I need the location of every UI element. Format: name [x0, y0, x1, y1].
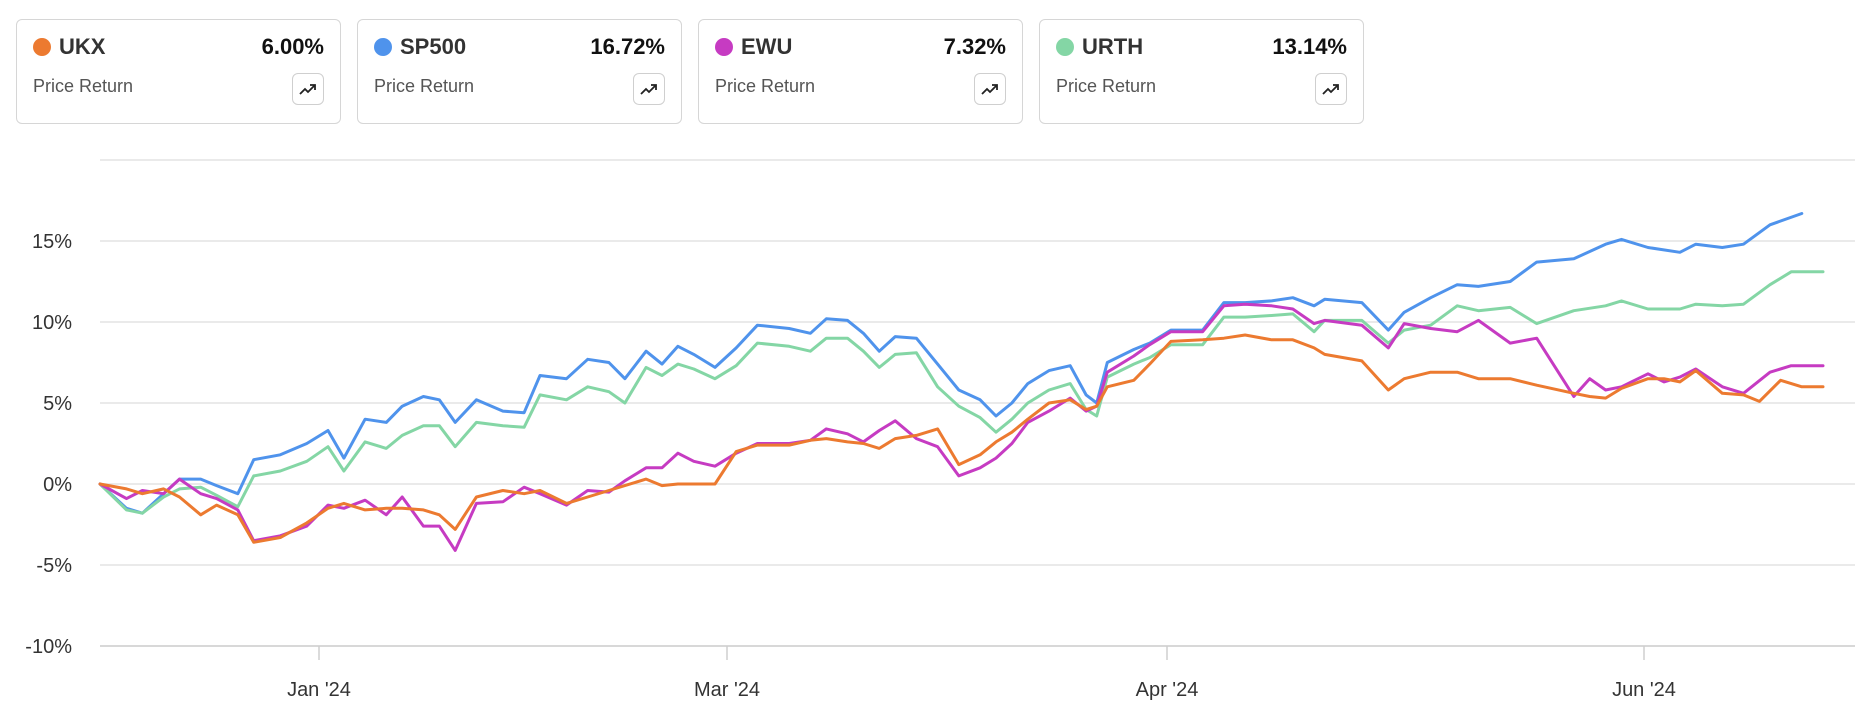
price-return-label: Price Return	[715, 76, 816, 96]
series-line-ukx[interactable]	[98, 333, 1825, 544]
grid-lines	[100, 159, 1855, 647]
price-return-label: Price Return	[374, 76, 475, 96]
trend-up-icon[interactable]	[974, 73, 1006, 105]
ticker-cards: UKX 6.00% Price Return SP500 16.72% Pric…	[16, 19, 1364, 124]
series-color-dot	[715, 38, 733, 56]
y-tick-label: -5%	[36, 555, 72, 577]
ticker-card-urth[interactable]: URTH 13.14% Price Return	[1039, 19, 1364, 124]
series-color-dot	[374, 38, 392, 56]
ticker-name: SP500	[400, 34, 467, 59]
trend-up-icon[interactable]	[633, 73, 665, 105]
price-return-value: 7.32%	[943, 34, 1006, 59]
ticker-name: EWU	[741, 34, 793, 59]
x-tick-label: Apr '24	[1136, 679, 1199, 701]
price-return-label: Price Return	[33, 76, 134, 96]
ticker-name: URTH	[1082, 34, 1144, 59]
ticker-name: UKX	[59, 34, 106, 59]
y-tick-label: 10%	[32, 312, 72, 334]
ticker-card-sp500[interactable]: SP500 16.72% Price Return	[357, 19, 682, 124]
trend-up-icon[interactable]	[292, 73, 324, 105]
series-color-dot	[1056, 38, 1074, 56]
series-line-urth[interactable]	[98, 270, 1825, 515]
series-line-sp500[interactable]	[98, 212, 1804, 515]
ticker-card-ukx[interactable]: UKX 6.00% Price Return	[16, 19, 341, 124]
series-line-ewu[interactable]	[98, 302, 1825, 552]
x-tick-label: Jan '24	[287, 679, 351, 701]
x-axis-ticks: Jan '24 Mar '24 Apr '24 Jun '24	[287, 646, 1676, 701]
x-tick-label: Mar '24	[694, 679, 760, 701]
series-lines	[98, 212, 1825, 552]
x-tick-label: Jun '24	[1612, 679, 1676, 701]
y-tick-label: -10%	[25, 636, 72, 658]
trend-up-icon[interactable]	[1315, 73, 1347, 105]
y-axis-ticks: 15% 10% 5% 0% -5% -10%	[25, 231, 72, 658]
price-return-value: 16.72%	[590, 34, 665, 59]
ticker-card-ewu[interactable]: EWU 7.32% Price Return	[698, 19, 1023, 124]
price-return-value: 6.00%	[261, 34, 324, 59]
price-return-value: 13.14%	[1272, 34, 1347, 59]
price-return-label: Price Return	[1056, 76, 1157, 96]
y-tick-label: 0%	[43, 474, 72, 496]
y-tick-label: 15%	[32, 231, 72, 253]
y-tick-label: 5%	[43, 393, 72, 415]
series-color-dot	[33, 38, 51, 56]
